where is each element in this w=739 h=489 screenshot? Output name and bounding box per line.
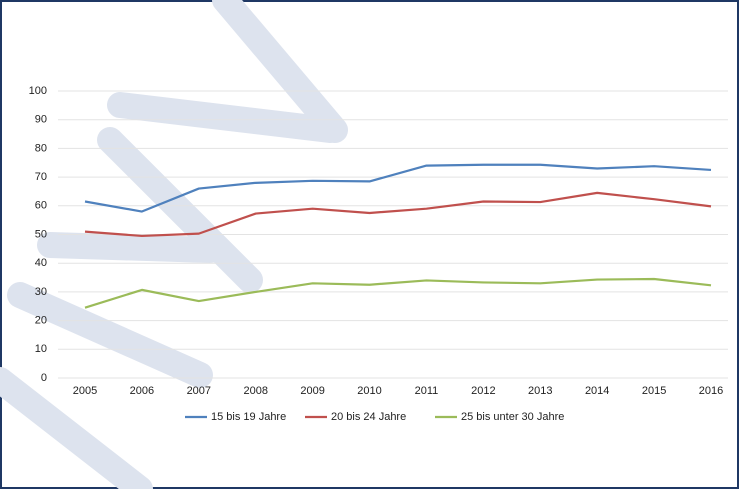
legend-label: 20 bis 24 Jahre [331, 411, 406, 423]
x-tick-label: 2013 [528, 385, 552, 397]
legend-label: 15 bis 19 Jahre [211, 411, 286, 423]
legend-label: 25 bis unter 30 Jahre [461, 411, 564, 423]
x-tick-label: 2008 [243, 385, 267, 397]
x-tick-label: 2014 [585, 385, 609, 397]
x-tick-label: 2006 [130, 385, 154, 397]
watermark [0, 0, 348, 489]
y-tick-label: 80 [35, 142, 47, 154]
x-tick-label: 2009 [300, 385, 324, 397]
x-tick-label: 2012 [471, 385, 495, 397]
x-tick-label: 2010 [357, 385, 381, 397]
x-tick-label: 2015 [642, 385, 666, 397]
y-tick-label: 30 [35, 286, 47, 298]
x-tick-label: 2005 [73, 385, 97, 397]
x-tick-label: 2011 [415, 385, 439, 397]
y-tick-label: 60 [35, 200, 47, 212]
y-tick-label: 90 [35, 114, 47, 126]
series-line [84, 191, 712, 238]
plot: 0 10 20 30 40 50 60 70 80 90 100 2005 2006 2007 2008 20… [29, 85, 728, 423]
x-tick-label: 2016 [699, 385, 723, 397]
y-tick-label: 20 [35, 315, 47, 327]
y-tick-label: 50 [35, 228, 47, 240]
y-tick-label: 0 [41, 372, 47, 384]
y-tick-label: 40 [35, 257, 47, 269]
series-line [84, 163, 712, 213]
x-tick-label: 2007 [187, 385, 211, 397]
y-tick-label: 10 [35, 343, 47, 355]
series-line [84, 277, 712, 309]
y-tick-label: 100 [29, 85, 47, 97]
y-tick-label: 70 [35, 171, 47, 183]
